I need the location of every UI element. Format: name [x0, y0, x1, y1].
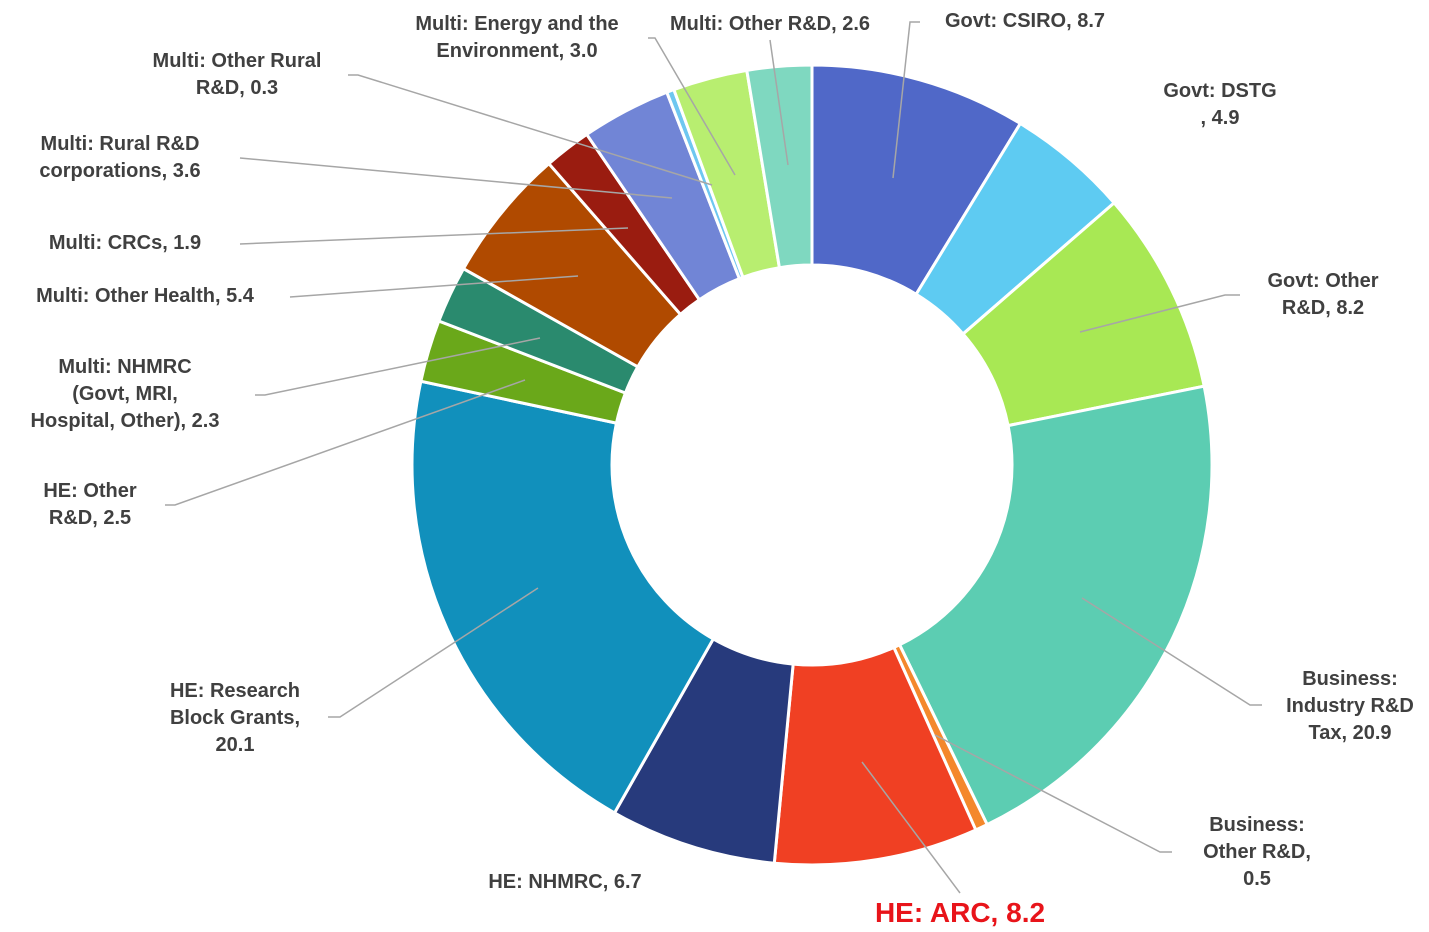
leader-line — [892, 21, 920, 179]
data-label: Govt: CSIRO, 8.7 — [945, 10, 1105, 32]
data-label: Govt: DSTG, 4.9 — [1163, 80, 1276, 129]
data-label: Multi: Rural R&D corporations, 3.6 — [39, 133, 200, 182]
leader-line — [348, 74, 713, 186]
leader-line — [239, 157, 673, 199]
data-label: Multi: Energy and the Environment, 3.0 — [415, 13, 618, 62]
data-label: HE: Other R&D, 2.5 — [43, 480, 137, 529]
data-label: Govt: Other R&D, 8.2 — [1267, 270, 1378, 319]
leader-line — [165, 379, 526, 506]
leader-line — [934, 734, 1172, 853]
leader-line — [648, 37, 736, 176]
data-label: Business: Other R&D, 0.5 — [1203, 814, 1311, 890]
leader-line — [328, 587, 539, 718]
donut-segment — [410, 379, 716, 815]
leader-line — [1081, 597, 1262, 706]
data-label: Multi: CRCs, 1.9 — [49, 232, 201, 254]
leader-line — [1079, 294, 1240, 333]
data-label: Multi: Other Rural R&D, 0.3 — [153, 50, 322, 99]
leader-line — [861, 761, 961, 894]
data-label: HE: NHMRC, 6.7 — [488, 871, 641, 893]
leader-line — [255, 337, 541, 396]
leader-line — [289, 275, 579, 298]
data-label: Multi: Other R&D, 2.6 — [670, 13, 870, 35]
leader-line — [239, 227, 629, 245]
leader-line — [769, 39, 789, 166]
data-label: HE: ARC, 8.2 — [875, 897, 1045, 928]
donut-segment — [745, 63, 814, 270]
data-label: HE: Research Block Grants, 20.1 — [170, 680, 300, 756]
data-label: Business: Industry R&D Tax, 20.9 — [1286, 668, 1414, 744]
donut-segment — [897, 384, 1214, 827]
data-label: Multi: NHMRC (Govt, MRI, Hospital, Other),… — [31, 356, 220, 432]
data-label: Multi: Other Health, 5.4 — [36, 285, 255, 307]
